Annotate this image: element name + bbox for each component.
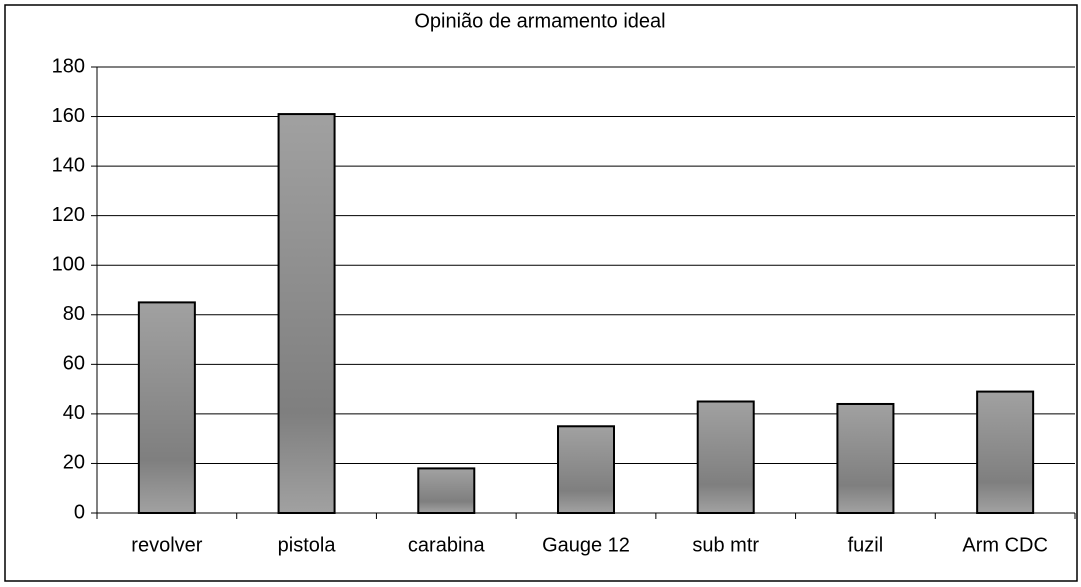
y-tick-label: 100 — [52, 254, 85, 276]
chart-title: Opinião de armamento ideal — [414, 10, 665, 32]
x-tick-label: Gauge 12 — [542, 534, 630, 556]
bar-shade — [838, 404, 893, 512]
x-tick-label: Arm CDC — [962, 534, 1048, 556]
y-tick-label: 40 — [63, 402, 85, 424]
y-tick-label: 20 — [63, 452, 85, 474]
x-tick-label: revolver — [131, 534, 202, 556]
bar-shade — [698, 402, 753, 512]
y-tick-label: 160 — [52, 105, 85, 127]
x-tick-label: fuzil — [848, 534, 884, 556]
y-tick-label: 180 — [52, 55, 85, 77]
x-tick-label: pistola — [278, 534, 337, 556]
y-tick-label: 120 — [52, 204, 85, 226]
bar-shade — [419, 469, 474, 512]
bar-shade — [978, 392, 1033, 512]
y-tick-label: 80 — [63, 303, 85, 325]
y-tick-label: 140 — [52, 154, 85, 176]
x-tick-label: carabina — [408, 534, 486, 556]
chart-border — [4, 4, 1078, 582]
bar-shade — [279, 115, 334, 513]
x-tick-label: sub mtr — [692, 534, 759, 556]
y-tick-label: 60 — [63, 353, 85, 375]
bar-shade — [559, 427, 613, 512]
bar-shade — [139, 303, 194, 512]
y-tick-label: 0 — [74, 501, 85, 523]
